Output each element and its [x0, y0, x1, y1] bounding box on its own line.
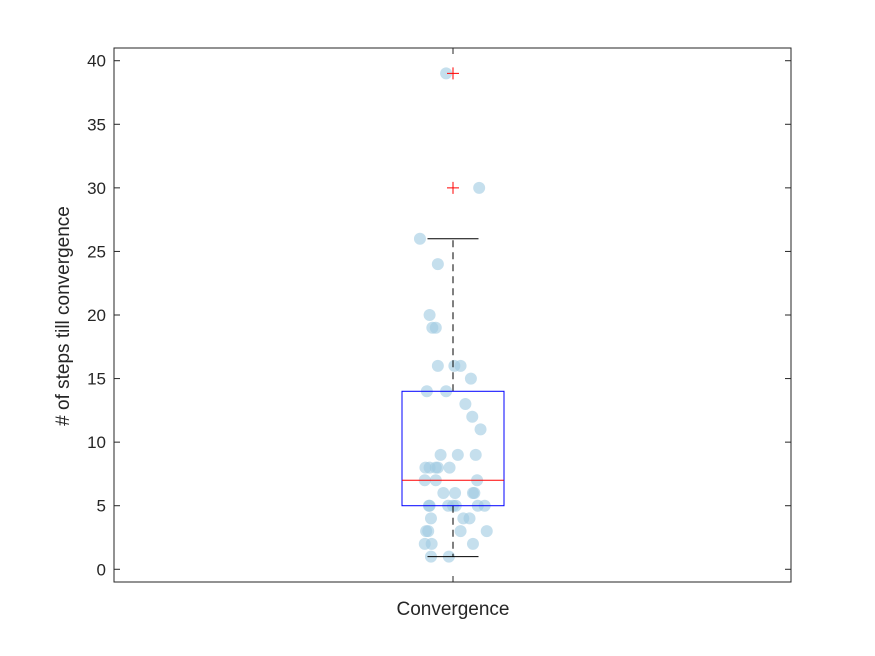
y-tick-label: 25	[87, 242, 106, 261]
outlier-marker	[447, 181, 459, 194]
outlier-marker	[447, 67, 459, 80]
y-tick-label: 40	[87, 52, 106, 71]
y-tick-label: 30	[87, 179, 106, 198]
data-point	[449, 487, 462, 499]
axes-layer: 0 5 10 15 20 25 30 35 40	[87, 47, 792, 583]
data-point	[440, 67, 453, 80]
y-axis-label: # of steps till convergence	[53, 206, 74, 426]
data-point	[425, 537, 438, 550]
data-point	[431, 461, 444, 474]
data-point	[480, 525, 493, 538]
jitter-points-layer	[413, 67, 493, 563]
data-point	[413, 232, 426, 245]
data-point	[459, 398, 472, 410]
data-point	[473, 181, 486, 194]
data-point	[437, 487, 450, 499]
data-point	[434, 448, 447, 461]
data-point	[431, 359, 444, 372]
data-point	[469, 448, 482, 461]
interquartile-box	[401, 390, 505, 507]
data-point	[429, 321, 442, 334]
data-point	[443, 461, 456, 474]
y-tick-label: 15	[87, 370, 106, 389]
data-point	[463, 512, 476, 525]
data-point	[431, 258, 444, 271]
data-point	[468, 487, 481, 499]
y-tick-label: 20	[87, 306, 106, 325]
data-point	[451, 448, 464, 461]
data-point	[424, 512, 437, 525]
data-point	[474, 423, 487, 436]
data-point	[422, 525, 435, 538]
y-tick-label: 5	[97, 497, 106, 516]
data-point	[454, 525, 467, 538]
data-point	[466, 537, 479, 550]
data-point	[464, 372, 477, 385]
box-layer	[401, 67, 505, 558]
y-tick-label: 35	[87, 115, 106, 134]
y-tick-label: 0	[97, 560, 106, 579]
data-point	[466, 410, 479, 423]
y-tick-label: 10	[87, 433, 106, 452]
data-point	[454, 359, 467, 372]
x-category-label: Convergence	[396, 599, 509, 620]
data-point	[423, 309, 436, 321]
